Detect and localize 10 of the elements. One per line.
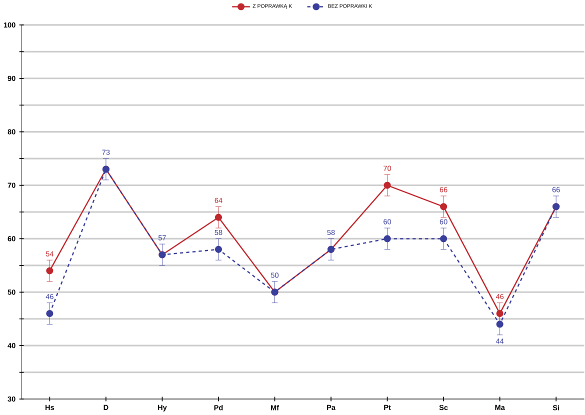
point (46, 310, 54, 318)
point (496, 320, 504, 328)
point (46, 267, 54, 274)
point (440, 235, 448, 242)
point (440, 203, 448, 210)
point (384, 235, 391, 242)
point (384, 182, 391, 189)
point (214, 214, 222, 221)
point (496, 310, 504, 318)
point (214, 246, 222, 253)
